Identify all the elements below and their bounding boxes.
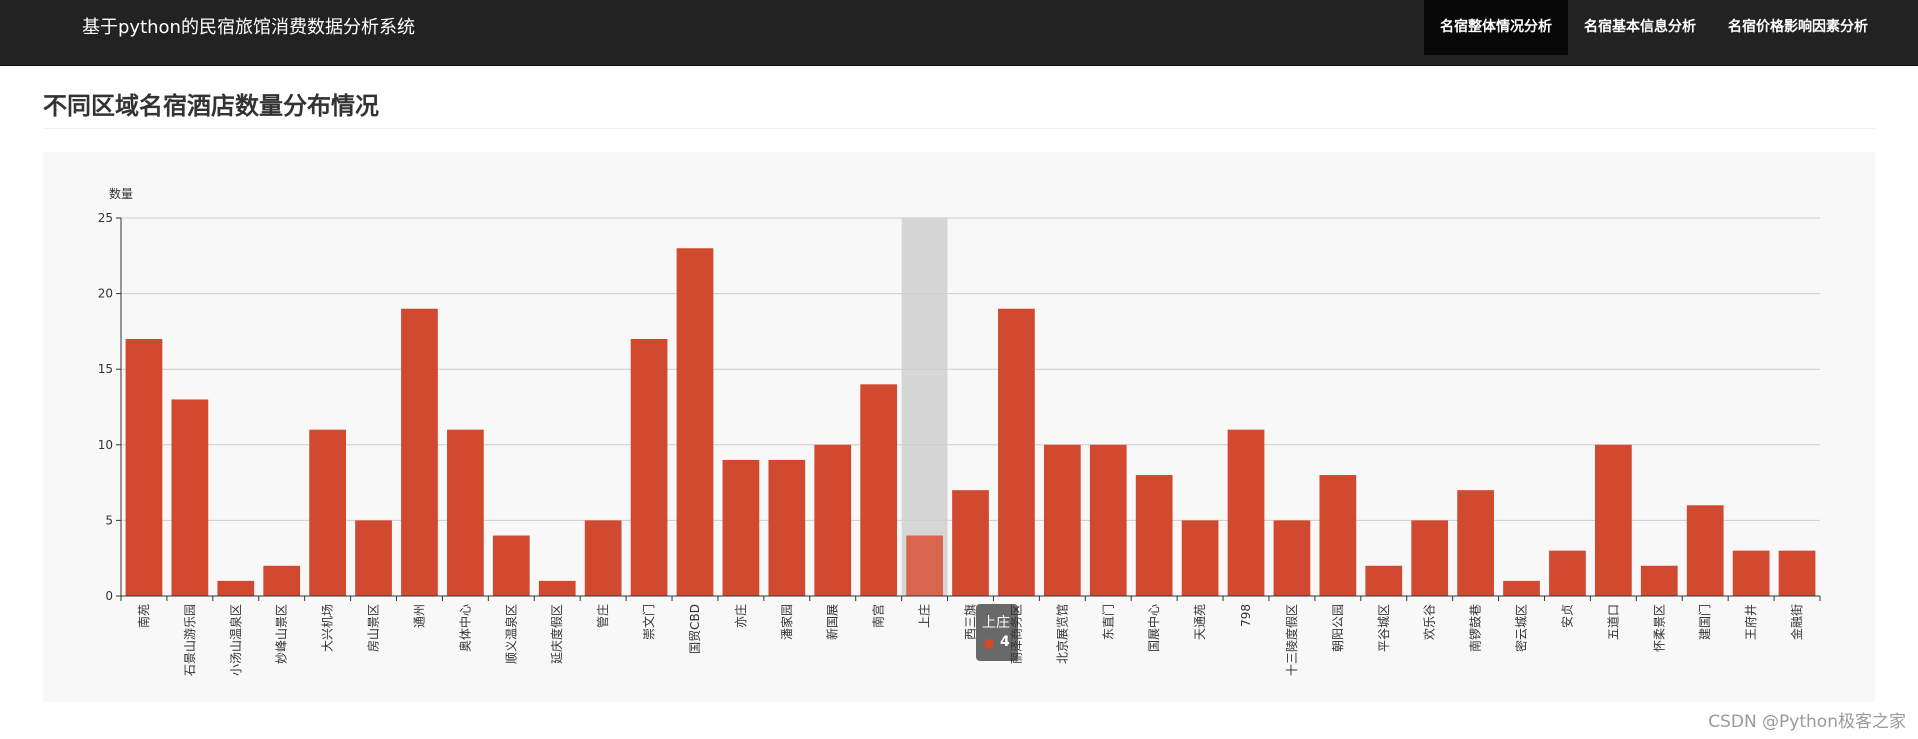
x-tick-label: 北京展览馆	[1054, 604, 1069, 664]
y-tick-label: 0	[105, 589, 113, 603]
x-tick-label: 国展中心	[1146, 604, 1161, 652]
page-title: 不同区域名宿酒店数量分布情况	[43, 92, 379, 120]
bar[interactable]	[998, 308, 1035, 596]
bar[interactable]	[1365, 565, 1403, 596]
x-tick-label: 怀柔景区	[1652, 604, 1666, 652]
bar[interactable]	[1135, 475, 1173, 596]
x-tick-label: 五道口	[1606, 604, 1620, 640]
bar[interactable]	[952, 490, 989, 596]
nav-item-price-factor-analysis[interactable]: 名宿价格影响因素分析	[1728, 19, 1868, 35]
bar[interactable]	[1594, 444, 1632, 596]
x-tick-label: 十三陵度假区	[1284, 604, 1299, 676]
navbar: 基于python的民宿旅馆消费数据分析系统 名宿整体情况分析 名宿基本信息分析 …	[0, 0, 1918, 66]
x-tick-label: 延庆度假区	[549, 604, 564, 664]
y-tick-label: 20	[98, 287, 113, 301]
bar[interactable]	[125, 338, 163, 596]
x-tick-label: 平谷城区	[1377, 604, 1391, 652]
bar[interactable]	[1089, 444, 1127, 596]
bar[interactable]	[1549, 550, 1586, 596]
x-tick-label: 亦庄	[733, 604, 748, 628]
bar[interactable]	[401, 308, 438, 596]
bar[interactable]	[171, 399, 209, 596]
x-tick-label: 小汤山温泉区	[229, 604, 243, 676]
x-tick-label: 南苑	[136, 604, 151, 628]
x-tick-label: 妙峰山景区	[275, 604, 289, 664]
x-tick-label: 南宫	[871, 604, 886, 628]
bar[interactable]	[1273, 520, 1311, 596]
x-tick-label: 密云城区	[1514, 604, 1529, 652]
axis-pointer-shadow	[901, 218, 948, 596]
watermark: CSDN @Python极客之家	[1708, 712, 1906, 732]
x-tick-label: 王府井	[1743, 604, 1758, 640]
bar[interactable]	[584, 520, 622, 596]
x-tick-label: 金融街	[1789, 604, 1804, 640]
bar[interactable]	[814, 444, 852, 596]
x-tick-label: 天通苑	[1193, 604, 1207, 640]
bar[interactable]	[1503, 580, 1540, 596]
x-tick-label: 潘家园	[779, 604, 794, 640]
bar[interactable]	[1181, 520, 1219, 596]
app-title[interactable]: 基于python的民宿旅馆消费数据分析系统	[82, 17, 415, 38]
y-axis-label: 数量	[109, 186, 133, 201]
x-tick-label: 欢乐谷	[1422, 604, 1437, 640]
bar[interactable]	[217, 580, 255, 596]
x-tick-label: 崇文门	[641, 604, 656, 640]
y-tick-label: 5	[105, 513, 113, 527]
y-tick-label: 25	[98, 211, 113, 225]
bar[interactable]	[860, 384, 898, 596]
x-tick-label: 顺义温泉区	[504, 604, 518, 664]
bar[interactable]	[355, 520, 392, 596]
x-tick-label: 石景山游乐园	[183, 604, 197, 676]
nav-item-basic-info-analysis[interactable]: 名宿基本信息分析	[1584, 19, 1696, 35]
bar[interactable]	[1457, 490, 1494, 596]
bar[interactable]	[1686, 505, 1724, 596]
y-tick-label: 10	[98, 438, 113, 452]
x-tick-label: 新国展	[825, 604, 840, 640]
x-tick-label: 东直门	[1100, 604, 1115, 640]
bar[interactable]	[492, 535, 530, 596]
bar[interactable]	[1411, 520, 1449, 596]
x-tick-label: 朝阳公园	[1331, 604, 1345, 652]
chart-tooltip: 上庄 4	[976, 604, 1018, 661]
y-tick-label: 15	[98, 362, 113, 376]
x-tick-label: 国贸CBD	[688, 604, 702, 654]
bar[interactable]	[722, 459, 760, 596]
bar[interactable]	[630, 338, 668, 596]
bar[interactable]	[768, 459, 806, 596]
x-tick-label: 房山景区	[366, 604, 381, 652]
x-tick-label: 安贞	[1559, 604, 1574, 628]
bar[interactable]	[1043, 444, 1081, 596]
bar[interactable]	[1640, 565, 1678, 596]
bar[interactable]	[538, 580, 576, 596]
bar[interactable]	[1732, 550, 1770, 596]
x-tick-label: 南锣鼓巷	[1468, 604, 1483, 652]
x-tick-label: 大兴机场	[321, 604, 335, 652]
bar[interactable]	[263, 565, 301, 596]
x-tick-label: 通州	[412, 604, 426, 628]
bar[interactable]	[676, 248, 714, 596]
bar[interactable]	[906, 535, 943, 596]
x-tick-label: 798	[1239, 604, 1253, 627]
x-tick-label: 上庄	[917, 604, 932, 628]
bar[interactable]	[1319, 475, 1357, 596]
x-tick-label: 奥体中心	[457, 604, 472, 652]
title-divider	[43, 128, 1875, 129]
x-tick-label: 西三旗	[963, 604, 978, 640]
tooltip-series-dot	[984, 639, 994, 649]
bar[interactable]	[1778, 550, 1816, 596]
tooltip-category: 上庄	[982, 615, 1010, 631]
chart-panel: 0 5 10 15 20 25 数量南苑 石景山游乐园 小汤山温泉区 妙峰山景区 大兴机场 房山景区 通…	[43, 152, 1875, 702]
nav-menu: 名宿整体情况分析 名宿基本信息分析 名宿价格影响因素分析	[1424, 0, 1884, 55]
bar[interactable]	[447, 429, 484, 596]
bar[interactable]	[1227, 429, 1265, 596]
x-tick-label: 建国门	[1697, 604, 1712, 640]
nav-item-overall-analysis[interactable]: 名宿整体情况分析	[1424, 0, 1568, 55]
bar[interactable]	[309, 429, 347, 596]
tooltip-value: 4	[1000, 634, 1010, 650]
x-tick-label: 管庄	[595, 604, 610, 628]
